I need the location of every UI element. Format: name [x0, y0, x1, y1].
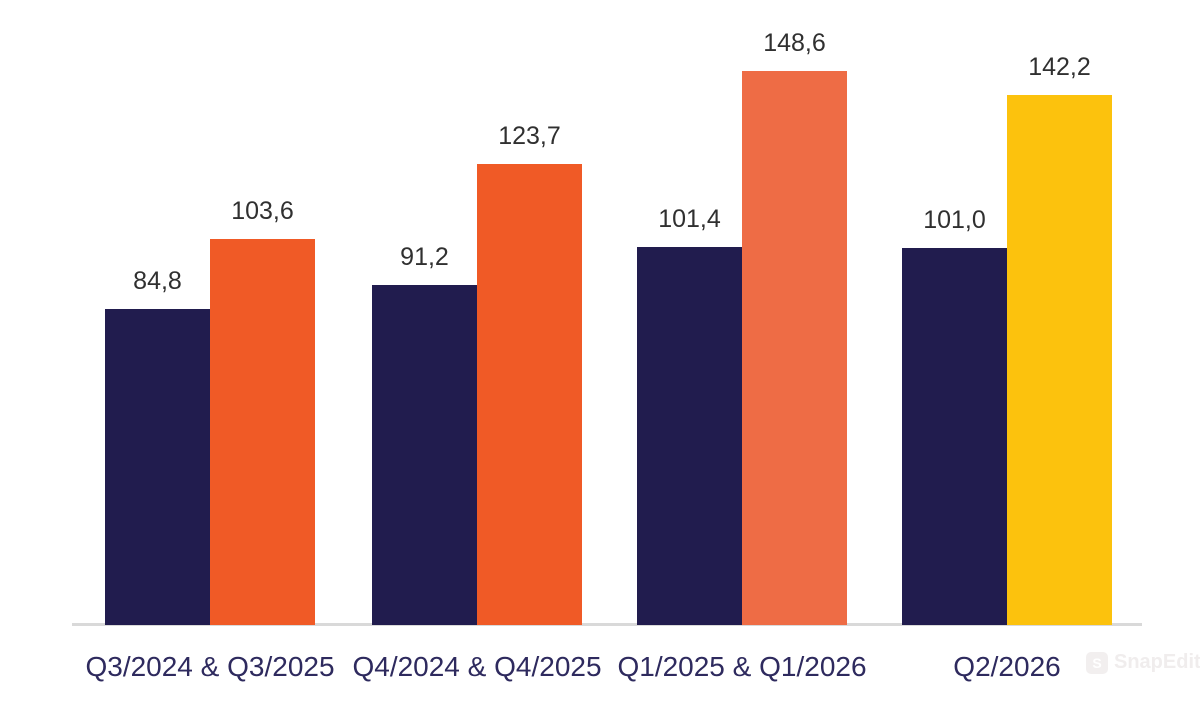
x-axis-line: [72, 623, 1142, 626]
bar-group4-series1: [902, 248, 1007, 625]
bar-group2-series1: [372, 285, 477, 625]
value-label-group2-series1: 91,2: [400, 243, 449, 271]
value-label-group1-series2: 103,6: [231, 197, 294, 225]
value-label-group3-series2: 148,6: [763, 29, 826, 57]
category-label-group1: Q3/2024 & Q3/2025: [85, 651, 335, 682]
bar-group3-series1: [637, 247, 742, 625]
value-label-group1-series1: 84,8: [133, 267, 182, 295]
value-label-group3-series1: 101,4: [658, 205, 721, 233]
snapedit-logo-icon: S: [1086, 651, 1108, 674]
bar-group4-series2: [1007, 95, 1112, 625]
category-label-group4: Q2/2026: [953, 651, 1061, 682]
bar-group3-series2: [742, 71, 847, 625]
watermark: S SnapEdit: [1086, 651, 1200, 674]
value-label-group2-series2: 123,7: [498, 122, 561, 150]
bar-group1-series2: [210, 239, 315, 625]
value-label-group4-series2: 142,2: [1028, 53, 1091, 81]
value-label-group4-series1: 101,0: [923, 206, 986, 234]
watermark-label: SnapEdit: [1114, 651, 1200, 673]
bar-group1-series1: [105, 309, 210, 625]
category-label-group2: Q4/2024 & Q4/2025: [352, 651, 602, 682]
bar-group2-series2: [477, 164, 582, 625]
category-label-group3: Q1/2025 & Q1/2026: [617, 651, 867, 682]
